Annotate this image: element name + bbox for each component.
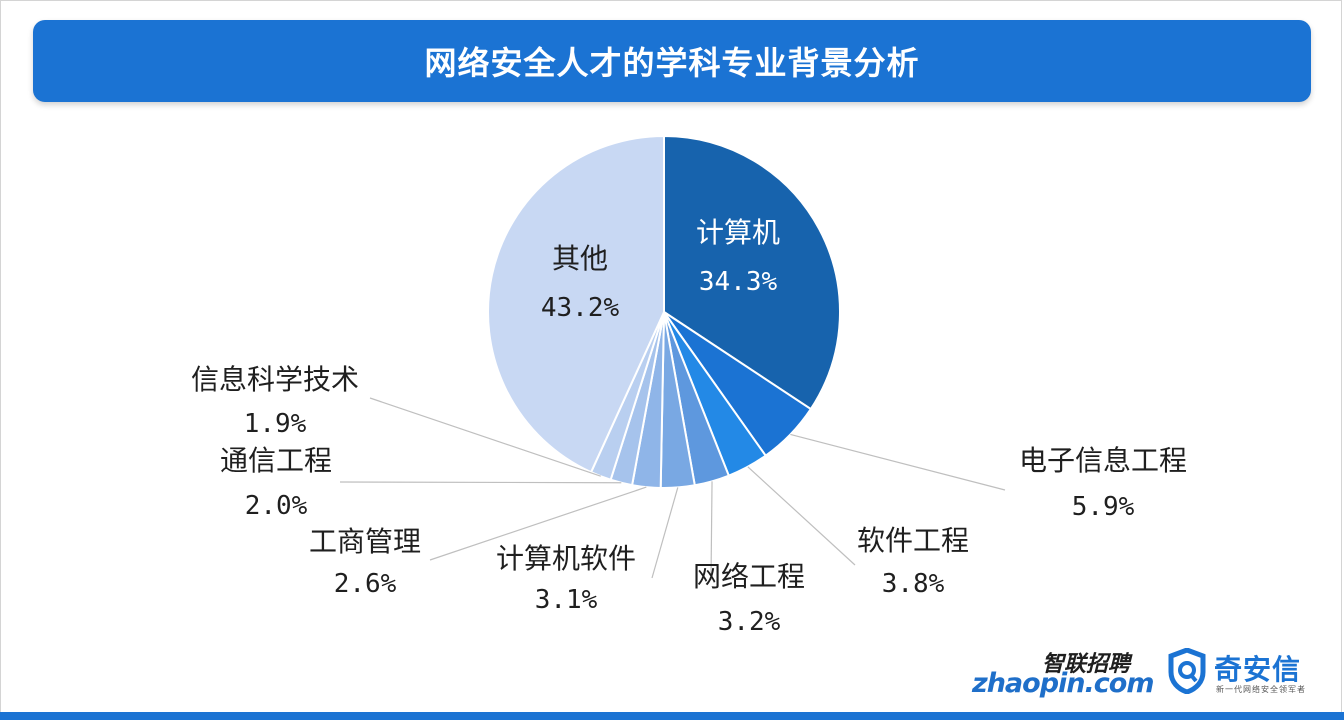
qianxin-logo: 奇安信 新一代网络安全领军者 — [1168, 648, 1318, 698]
leader-line — [747, 466, 856, 566]
slice-value-label: 1.9% — [244, 409, 307, 439]
slice-value-label: 34.3% — [699, 267, 778, 297]
slice-value-label: 2.0% — [245, 491, 308, 521]
pie-slice — [487, 134, 665, 474]
slice-category-label: 其他 — [552, 242, 608, 275]
slice-category-label: 电子信息工程 — [1019, 444, 1187, 477]
slice-labels: 计算机 34.3% 电子信息工程 5.9% 软件工程 3.8% 网络工程 3.2% 计算机软件 3… — [191, 216, 1187, 637]
leader-line — [369, 397, 601, 477]
slice-value-label: 3.2% — [718, 607, 781, 637]
chart-title: 网络安全人才的学科专业背景分析 — [424, 44, 920, 82]
qianxin-logo-name: 奇安信 — [1214, 653, 1302, 686]
zhaopin-logo: 智联招聘 zhaopin.com — [972, 646, 1154, 699]
leader-lines — [339, 397, 1006, 581]
slice-category-label: 网络工程 — [693, 560, 805, 593]
pie-slices — [487, 134, 841, 489]
slice-category-label: 计算机 — [696, 216, 780, 249]
leader-line — [339, 481, 622, 484]
slice-category-label: 工商管理 — [309, 525, 421, 558]
zhaopin-logo-cn: 智联招聘 — [1042, 652, 1131, 677]
zhaopin-logo-en: zhaopin.com — [972, 668, 1154, 699]
leader-line — [429, 486, 647, 561]
title-banner: 网络安全人才的学科专业背景分析 — [33, 20, 1311, 102]
slice-value-label: 3.1% — [535, 585, 598, 615]
slice-category-label: 信息科学技术 — [191, 363, 359, 396]
slice-value-label: 43.2% — [541, 293, 620, 323]
shield-icon — [1168, 648, 1206, 694]
leader-line — [790, 433, 1006, 491]
slice-category-label: 通信工程 — [220, 444, 332, 477]
leader-line — [651, 487, 679, 579]
slice-category-label: 计算机软件 — [496, 542, 636, 575]
slice-value-label: 5.9% — [1072, 492, 1135, 522]
bottom-accent-bar — [0, 712, 1344, 720]
leader-line — [710, 481, 713, 581]
slice-category-label: 软件工程 — [857, 524, 969, 557]
qianxin-logo-slogan: 新一代网络安全领军者 — [1216, 685, 1306, 694]
slice-value-label: 3.8% — [882, 569, 945, 599]
slice-value-label: 2.6% — [334, 569, 397, 599]
